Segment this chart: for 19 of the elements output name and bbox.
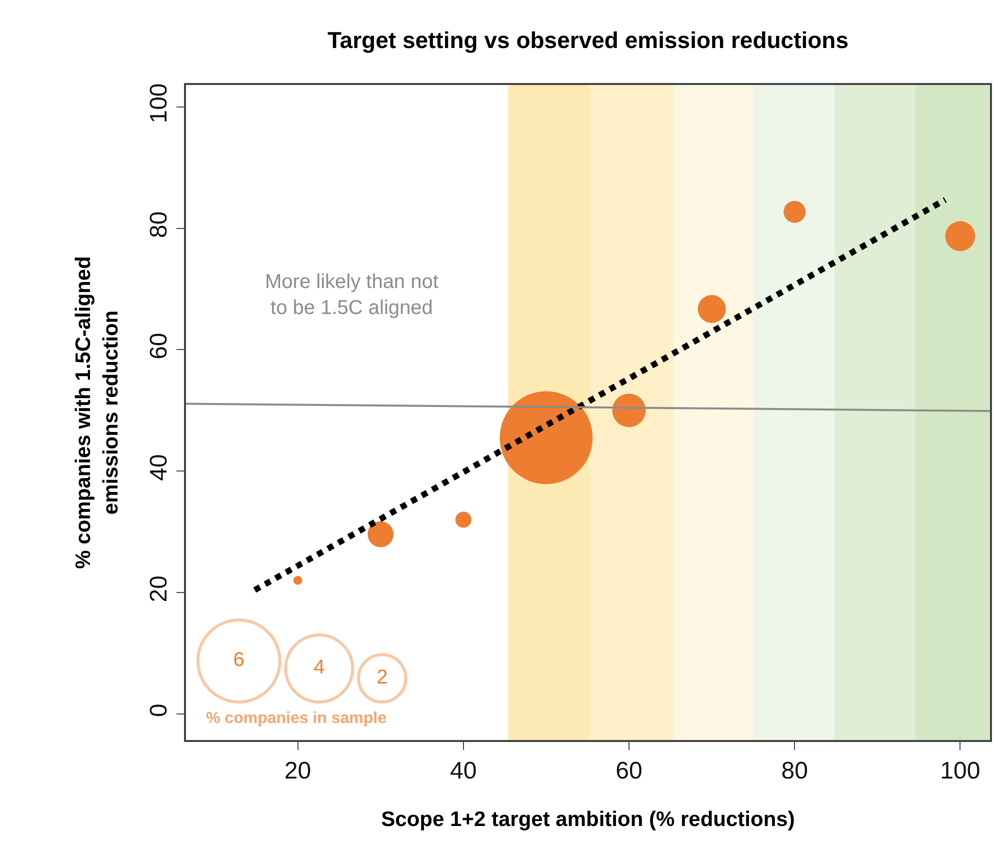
y-axis-title: % companies with 1.5C-aligned emissions reduction	[72, 256, 122, 569]
legend-label: 4	[314, 656, 325, 679]
x-tick-label: 20	[284, 758, 312, 785]
legend-label: 2	[376, 666, 388, 688]
x-tick-label: 100	[940, 758, 980, 785]
y-tick-label: 0	[146, 704, 173, 717]
y-tick-label: 100	[146, 83, 173, 124]
y-tick-label: 80	[146, 211, 173, 238]
legend-title: % companies in sample	[206, 710, 387, 727]
x-tick-label: 40	[450, 758, 477, 785]
annotation: More likely than not to be 1.5C aligned	[265, 271, 439, 319]
x-axis-title: Scope 1+2 target ambition (% reductions)	[381, 808, 795, 832]
y-tick-label: 40	[146, 454, 173, 481]
x-tick-label: 80	[781, 758, 808, 785]
y-tick-label: 20	[146, 576, 173, 602]
legend-label: 6	[233, 649, 244, 671]
y-tick-label: 60	[146, 332, 173, 360]
x-tick-label: 60	[616, 758, 642, 785]
chart-title: Target setting vs observed emission reductions	[327, 27, 849, 54]
